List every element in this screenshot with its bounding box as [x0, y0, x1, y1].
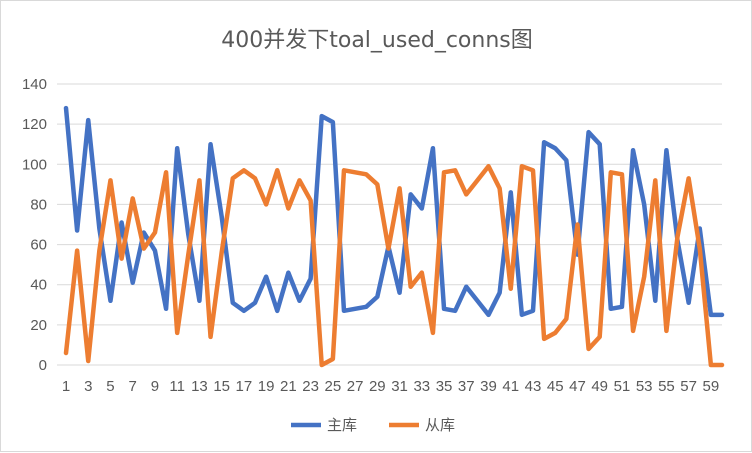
x-tick-label: 11 — [169, 378, 185, 395]
series-lines — [63, 105, 725, 368]
x-tick-label: 19 — [258, 378, 275, 395]
y-tick-label: 120 — [22, 116, 47, 133]
x-tick-label: 21 — [280, 378, 297, 395]
y-tick-label: 40 — [30, 277, 47, 294]
y-axis-ticks: 0 20 40 60 80 100 120 140 — [22, 76, 47, 374]
legend-label: 从库 — [425, 416, 455, 434]
x-tick-label: 27 — [347, 378, 364, 395]
x-tick-label: 1 — [62, 378, 70, 395]
y-tick-label: 80 — [30, 196, 47, 213]
x-tick-label: 43 — [525, 378, 542, 395]
x-tick-label: 9 — [151, 378, 159, 395]
x-tick-label: 53 — [636, 378, 653, 395]
y-tick-label: 140 — [22, 76, 47, 93]
legend: 主库 从库 — [291, 416, 455, 434]
x-tick-label: 49 — [591, 378, 608, 395]
x-tick-label: 13 — [191, 378, 208, 395]
y-tick-label: 20 — [30, 317, 47, 334]
x-tick-label: 57 — [680, 378, 697, 395]
x-tick-label: 29 — [369, 378, 386, 395]
x-tick-label: 33 — [413, 378, 430, 395]
x-tick-label: 5 — [106, 378, 114, 395]
y-tick-label: 100 — [22, 156, 47, 173]
x-tick-label: 45 — [547, 378, 564, 395]
x-tick-label: 47 — [569, 378, 586, 395]
y-tick-label: 0 — [39, 357, 47, 374]
y-tick-label: 60 — [30, 237, 47, 254]
series-line-1 — [63, 105, 725, 318]
x-tick-label: 41 — [502, 378, 519, 395]
legend-label: 主库 — [327, 416, 357, 434]
x-axis-ticks: 1 3 5 7 9 11 13 15 17 19 21 23 25 27 29 31 33 35 37 39 41 43 4… — [62, 378, 719, 395]
x-tick-label: 51 — [614, 378, 631, 395]
x-tick-label: 25 — [325, 378, 342, 395]
x-tick-label: 3 — [84, 378, 92, 395]
x-tick-label: 59 — [703, 378, 720, 395]
x-tick-label: 39 — [480, 378, 497, 395]
x-tick-label: 23 — [302, 378, 319, 395]
chart-title: 400并发下toal_used_conns图 — [221, 28, 532, 53]
x-tick-label: 35 — [436, 378, 453, 395]
x-tick-label: 15 — [213, 378, 230, 395]
x-tick-label: 17 — [236, 378, 253, 395]
series-line-2 — [63, 164, 725, 368]
x-tick-label: 37 — [458, 378, 475, 395]
x-tick-label: 55 — [658, 378, 675, 395]
x-tick-label: 7 — [129, 378, 137, 395]
x-tick-label: 31 — [391, 378, 408, 395]
